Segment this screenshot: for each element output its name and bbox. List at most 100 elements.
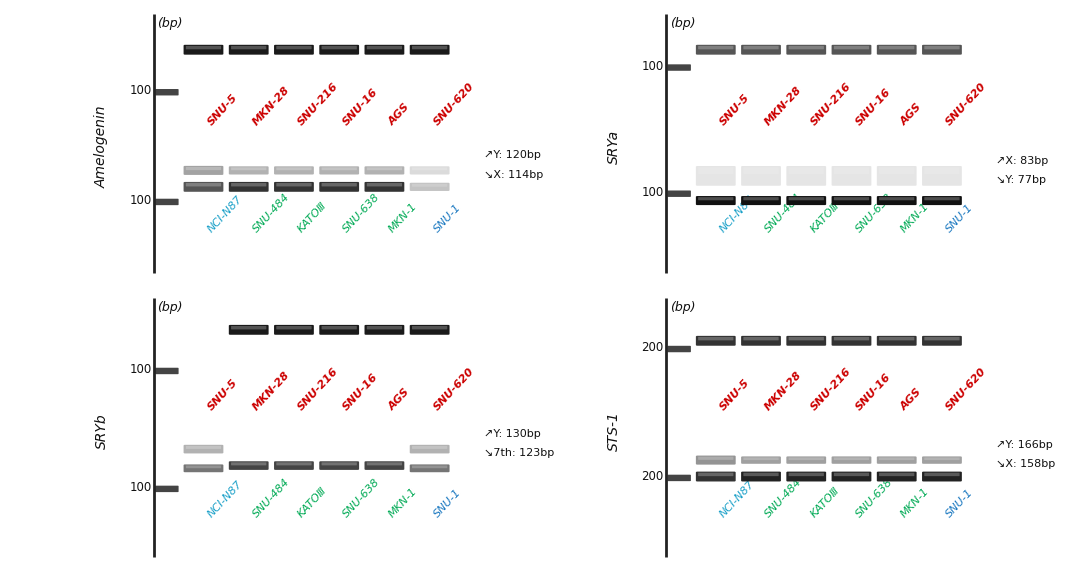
FancyBboxPatch shape: [229, 325, 268, 335]
FancyBboxPatch shape: [786, 456, 826, 464]
FancyBboxPatch shape: [410, 325, 449, 335]
FancyBboxPatch shape: [364, 325, 404, 335]
Text: 100: 100: [642, 60, 664, 73]
FancyBboxPatch shape: [364, 45, 404, 54]
FancyBboxPatch shape: [183, 166, 223, 175]
Text: SNU-5: SNU-5: [718, 93, 752, 128]
Text: AGS: AGS: [899, 102, 924, 128]
FancyBboxPatch shape: [319, 182, 359, 192]
FancyBboxPatch shape: [788, 473, 824, 476]
FancyBboxPatch shape: [366, 462, 402, 465]
FancyBboxPatch shape: [274, 182, 314, 192]
FancyBboxPatch shape: [924, 473, 959, 476]
FancyBboxPatch shape: [667, 475, 691, 481]
FancyBboxPatch shape: [922, 472, 961, 482]
Text: AGS: AGS: [387, 386, 412, 412]
FancyBboxPatch shape: [231, 168, 266, 170]
FancyBboxPatch shape: [743, 197, 778, 200]
FancyBboxPatch shape: [183, 445, 223, 454]
FancyBboxPatch shape: [832, 472, 871, 482]
FancyBboxPatch shape: [743, 458, 778, 460]
FancyBboxPatch shape: [832, 456, 871, 464]
FancyBboxPatch shape: [695, 455, 736, 465]
FancyBboxPatch shape: [322, 326, 356, 329]
FancyBboxPatch shape: [322, 168, 356, 170]
FancyBboxPatch shape: [876, 472, 917, 482]
Text: SNU-216: SNU-216: [809, 81, 852, 128]
FancyBboxPatch shape: [834, 167, 869, 174]
Text: 200: 200: [642, 341, 664, 354]
FancyBboxPatch shape: [229, 461, 268, 470]
FancyBboxPatch shape: [276, 326, 312, 329]
FancyBboxPatch shape: [698, 167, 734, 174]
Text: SNU-5: SNU-5: [718, 377, 752, 412]
FancyBboxPatch shape: [155, 89, 179, 96]
FancyBboxPatch shape: [741, 166, 780, 186]
FancyBboxPatch shape: [741, 196, 780, 205]
FancyBboxPatch shape: [319, 166, 359, 175]
FancyBboxPatch shape: [743, 337, 778, 340]
FancyBboxPatch shape: [366, 168, 402, 170]
FancyBboxPatch shape: [698, 337, 734, 340]
Text: MKN-1: MKN-1: [387, 486, 419, 519]
Text: SNU-638: SNU-638: [341, 192, 383, 235]
FancyBboxPatch shape: [922, 456, 961, 464]
FancyBboxPatch shape: [788, 337, 824, 340]
Text: SNU-620: SNU-620: [944, 81, 989, 128]
FancyBboxPatch shape: [741, 472, 780, 482]
Text: Amelogenin: Amelogenin: [95, 106, 109, 188]
FancyBboxPatch shape: [274, 166, 314, 175]
FancyBboxPatch shape: [741, 336, 780, 346]
FancyBboxPatch shape: [922, 45, 961, 54]
Text: SNU-16: SNU-16: [853, 87, 893, 128]
FancyBboxPatch shape: [364, 182, 404, 192]
Text: SNU-484: SNU-484: [251, 476, 292, 519]
FancyBboxPatch shape: [274, 461, 314, 470]
FancyBboxPatch shape: [322, 462, 356, 465]
FancyBboxPatch shape: [834, 458, 869, 460]
FancyBboxPatch shape: [834, 197, 869, 200]
FancyBboxPatch shape: [276, 183, 312, 186]
Text: KATOⅢ: KATOⅢ: [296, 201, 329, 235]
FancyBboxPatch shape: [788, 167, 824, 174]
Text: SNU-216: SNU-216: [809, 366, 852, 412]
FancyBboxPatch shape: [410, 465, 449, 472]
FancyBboxPatch shape: [231, 326, 266, 329]
FancyBboxPatch shape: [834, 46, 869, 49]
FancyBboxPatch shape: [364, 461, 404, 470]
FancyBboxPatch shape: [924, 46, 959, 49]
FancyBboxPatch shape: [876, 336, 917, 346]
FancyBboxPatch shape: [832, 336, 871, 346]
FancyBboxPatch shape: [741, 456, 780, 464]
FancyBboxPatch shape: [366, 183, 402, 186]
Text: SNU-620: SNU-620: [432, 81, 476, 128]
Text: SNU-16: SNU-16: [853, 372, 893, 412]
Text: 100: 100: [642, 186, 664, 199]
FancyBboxPatch shape: [695, 196, 736, 205]
Text: 200: 200: [642, 470, 664, 483]
Text: MKN-28: MKN-28: [251, 369, 292, 412]
FancyBboxPatch shape: [879, 167, 915, 174]
Text: SNU-1: SNU-1: [432, 203, 463, 235]
Text: MKN-28: MKN-28: [763, 85, 804, 128]
FancyBboxPatch shape: [698, 456, 734, 460]
FancyBboxPatch shape: [879, 46, 915, 49]
FancyBboxPatch shape: [876, 45, 917, 54]
FancyBboxPatch shape: [276, 46, 312, 49]
FancyBboxPatch shape: [185, 167, 221, 170]
FancyBboxPatch shape: [667, 346, 691, 352]
FancyBboxPatch shape: [183, 182, 223, 192]
FancyBboxPatch shape: [876, 166, 917, 186]
Text: SNU-484: SNU-484: [251, 192, 292, 235]
FancyBboxPatch shape: [155, 368, 179, 374]
FancyBboxPatch shape: [786, 336, 826, 346]
FancyBboxPatch shape: [364, 166, 404, 175]
FancyBboxPatch shape: [322, 46, 356, 49]
FancyBboxPatch shape: [834, 473, 869, 476]
FancyBboxPatch shape: [832, 45, 871, 54]
Text: SNU-1: SNU-1: [944, 487, 976, 519]
Text: KATOⅢ: KATOⅢ: [809, 201, 841, 235]
Text: ↘7th: 123bp: ↘7th: 123bp: [484, 448, 554, 458]
Text: MKN-28: MKN-28: [763, 369, 804, 412]
FancyBboxPatch shape: [183, 465, 223, 472]
